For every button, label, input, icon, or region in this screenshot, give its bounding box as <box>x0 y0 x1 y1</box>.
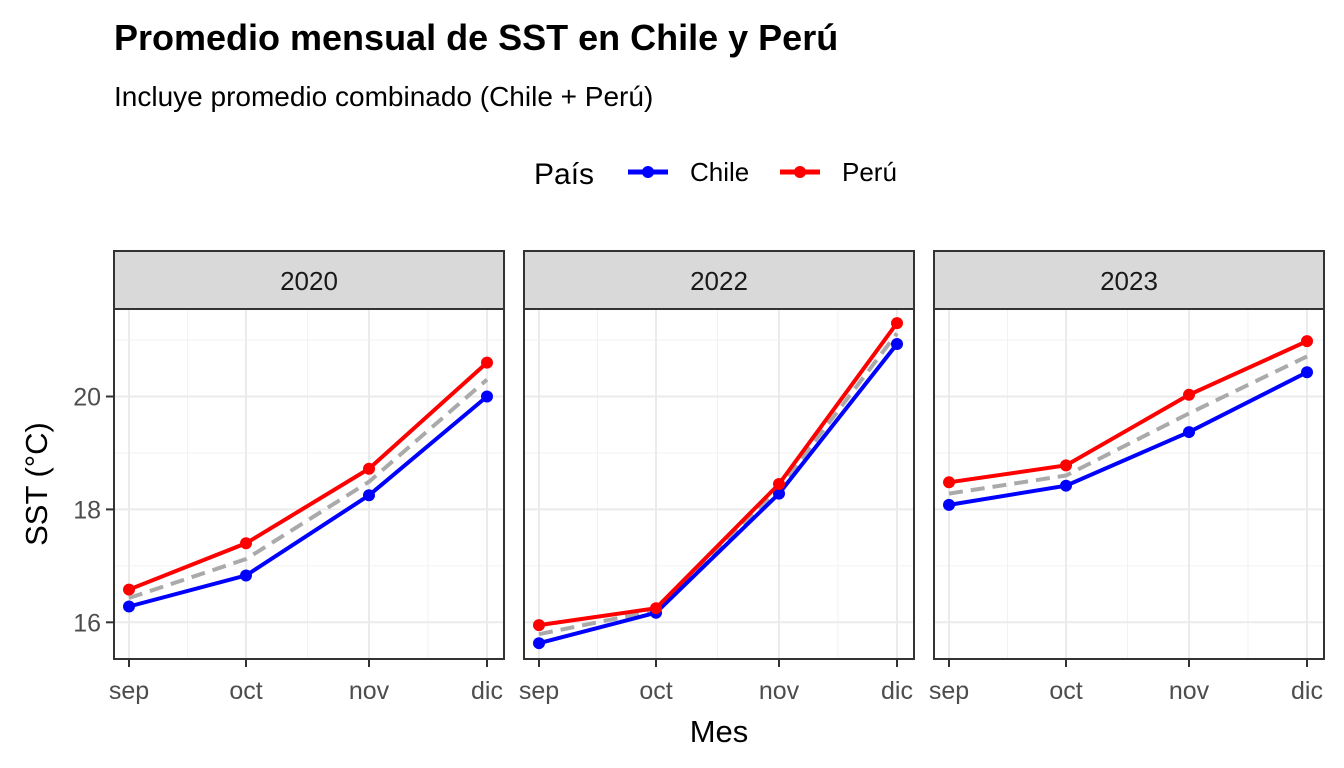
data-point-perú <box>533 619 545 632</box>
facet-2022: 2022 sep oct nov dic <box>519 250 915 705</box>
data-point-chile <box>891 338 903 350</box>
data-point-perú <box>1060 459 1072 472</box>
data-point-chile <box>1183 426 1195 439</box>
facet-strip <box>523 250 915 310</box>
data-point-chile <box>481 390 493 403</box>
facet-2020: 2020 sep oct nov dic 16 18 20 <box>73 250 505 705</box>
panel-border <box>113 308 505 660</box>
x-tick-label: oct <box>1049 677 1082 705</box>
x-tick-label: sep <box>929 677 969 705</box>
x-tick-label: oct <box>229 677 262 705</box>
legend-items: Chile Perú <box>628 157 897 187</box>
plot-background <box>524 309 914 659</box>
data-point-perú <box>773 478 785 490</box>
data-point-perú <box>891 317 903 330</box>
chart-subtitle: Incluye promedio combinado (Chile + Perú… <box>114 81 653 112</box>
facet-strip-label: 2020 <box>280 266 338 296</box>
panel-border <box>933 308 1325 660</box>
combined-line <box>538 332 899 637</box>
data-point-chile <box>240 569 252 582</box>
x-tick-label: sep <box>519 677 559 705</box>
data-point-perú <box>363 462 375 475</box>
y-axis-title: SST (°C) <box>19 422 54 546</box>
plot-background <box>114 309 504 659</box>
legend-title: País <box>534 158 594 191</box>
data-point-perú <box>1301 335 1313 348</box>
facet-strip-label: 2022 <box>690 266 748 296</box>
y-tick-label: 18 <box>73 496 101 524</box>
facet-strip-label: 2023 <box>1100 266 1158 296</box>
x-tick-label: dic <box>471 677 503 705</box>
data-point-perú <box>123 583 135 596</box>
x-tick-label: sep <box>109 677 149 705</box>
legend-item-chile: Chile <box>628 157 749 187</box>
facet-strip <box>933 250 1325 310</box>
legend-label: Perú <box>842 157 897 187</box>
series-line-perú <box>128 361 489 592</box>
series-line-chile <box>128 394 489 609</box>
x-tick-label: oct <box>639 677 672 705</box>
legend-key-point <box>794 166 806 178</box>
data-point-chile <box>1301 366 1313 379</box>
facet-2023: 2023 sep oct nov dic <box>929 250 1325 705</box>
data-point-perú <box>240 537 252 550</box>
data-point-chile <box>533 637 545 650</box>
x-tick-label: nov <box>349 677 390 705</box>
x-tick-label: nov <box>1169 677 1210 705</box>
x-axis-title: Mes <box>690 714 749 749</box>
data-point-perú <box>943 476 955 489</box>
y-tick-label: 20 <box>73 384 101 412</box>
series-line-chile <box>538 342 899 646</box>
data-point-chile <box>123 600 135 613</box>
legend-label: Chile <box>690 157 749 187</box>
data-point-chile <box>773 487 785 500</box>
series-line-chile <box>948 370 1308 507</box>
x-tick-label: dic <box>1291 677 1323 705</box>
y-tick-label: 16 <box>73 609 101 637</box>
facet-strip <box>113 250 505 310</box>
series-line-perú <box>948 339 1308 485</box>
legend-item-perú: Perú <box>780 157 897 187</box>
legend: País Chile Perú <box>534 157 897 191</box>
panel-border <box>523 308 915 660</box>
data-point-chile <box>943 498 955 511</box>
chart-title: Promedio mensual de SST en Chile y Perú <box>114 17 838 58</box>
series-line-perú <box>538 321 899 628</box>
x-tick-label: nov <box>759 677 800 705</box>
legend-key-point <box>642 166 654 178</box>
combined-line <box>948 354 1308 496</box>
data-point-chile <box>1060 479 1072 492</box>
data-point-perú <box>650 602 662 615</box>
data-point-perú <box>1183 388 1195 401</box>
x-tick-label: dic <box>881 677 913 705</box>
data-point-chile <box>363 489 375 502</box>
data-point-perú <box>481 356 493 369</box>
